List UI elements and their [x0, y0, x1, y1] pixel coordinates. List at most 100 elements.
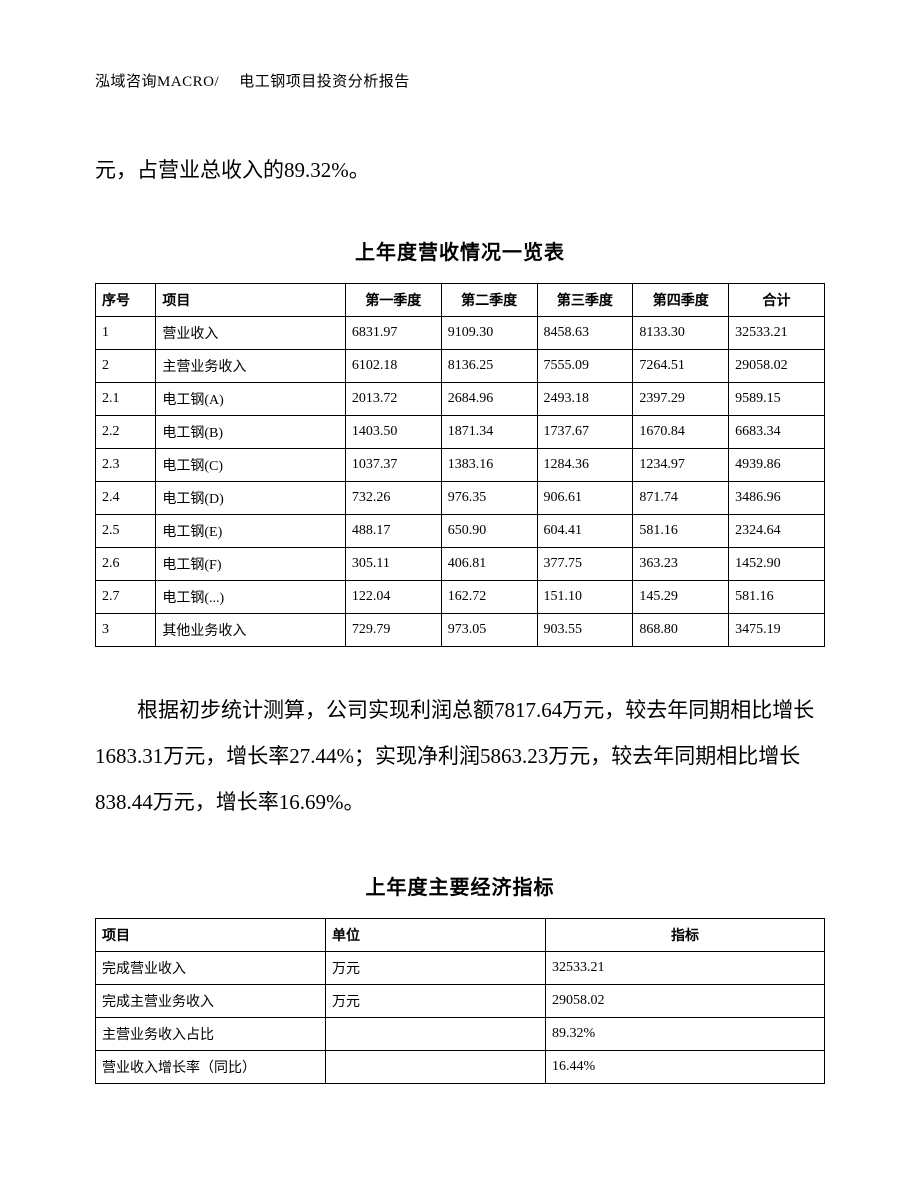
table-row: 2.4电工钢(D)732.26976.35906.61871.743486.96	[96, 482, 825, 515]
page-header: 泓域咨询MACRO/电工钢项目投资分析报告	[95, 70, 825, 91]
table-cell: 871.74	[633, 482, 729, 515]
table-cell: 903.55	[537, 614, 633, 647]
table-cell: 2.6	[96, 548, 156, 581]
table-cell: 营业收入增长率（同比）	[96, 1050, 326, 1083]
table-cell: 604.41	[537, 515, 633, 548]
col-q3: 第三季度	[537, 284, 633, 317]
col-q2: 第二季度	[441, 284, 537, 317]
table-cell: 305.11	[345, 548, 441, 581]
col-total: 合计	[729, 284, 825, 317]
table-cell: 650.90	[441, 515, 537, 548]
table-row: 3其他业务收入729.79973.05903.55868.803475.19	[96, 614, 825, 647]
revenue-table: 序号 项目 第一季度 第二季度 第三季度 第四季度 合计 1营业收入6831.9…	[95, 283, 825, 647]
col-project: 项目	[96, 918, 326, 951]
table-cell: 8458.63	[537, 317, 633, 350]
table2-header-row: 项目 单位 指标	[96, 918, 825, 951]
indicators-table: 项目 单位 指标 完成营业收入万元32533.21完成主营业务收入万元29058…	[95, 918, 825, 1084]
table-row: 2主营业务收入6102.188136.257555.097264.5129058…	[96, 350, 825, 383]
table-row: 2.6电工钢(F)305.11406.81377.75363.231452.90	[96, 548, 825, 581]
table-cell: 122.04	[345, 581, 441, 614]
table-cell: 主营业务收入占比	[96, 1017, 326, 1050]
table-cell: 32533.21	[729, 317, 825, 350]
table-cell: 营业收入	[156, 317, 346, 350]
table-row: 1营业收入6831.979109.308458.638133.3032533.2…	[96, 317, 825, 350]
table-cell: 万元	[326, 984, 546, 1017]
table-cell: 1670.84	[633, 416, 729, 449]
table-cell: 1234.97	[633, 449, 729, 482]
table-cell: 729.79	[345, 614, 441, 647]
table-cell: 162.72	[441, 581, 537, 614]
table-row: 营业收入增长率（同比） 16.44%	[96, 1050, 825, 1083]
table-cell: 732.26	[345, 482, 441, 515]
table-cell	[326, 1017, 546, 1050]
table-cell: 电工钢(D)	[156, 482, 346, 515]
table-cell: 973.05	[441, 614, 537, 647]
table-cell: 2.4	[96, 482, 156, 515]
table-cell: 29058.02	[729, 350, 825, 383]
table-cell: 电工钢(B)	[156, 416, 346, 449]
table-cell: 581.16	[729, 581, 825, 614]
table-cell: 2.7	[96, 581, 156, 614]
table-cell: 2	[96, 350, 156, 383]
table-cell: 2.2	[96, 416, 156, 449]
table-cell: 2684.96	[441, 383, 537, 416]
col-indicator: 指标	[546, 918, 825, 951]
table-cell: 488.17	[345, 515, 441, 548]
table-cell: 电工钢(C)	[156, 449, 346, 482]
table-cell: 89.32%	[546, 1017, 825, 1050]
table-cell: 32533.21	[546, 951, 825, 984]
table-cell: 151.10	[537, 581, 633, 614]
table-cell: 7555.09	[537, 350, 633, 383]
col-item: 项目	[156, 284, 346, 317]
table-cell: 1737.67	[537, 416, 633, 449]
table-cell: 2.3	[96, 449, 156, 482]
table-cell: 2.1	[96, 383, 156, 416]
table1-header-row: 序号 项目 第一季度 第二季度 第三季度 第四季度 合计	[96, 284, 825, 317]
col-seq: 序号	[96, 284, 156, 317]
table-cell: 完成营业收入	[96, 951, 326, 984]
table-cell: 8136.25	[441, 350, 537, 383]
table-cell	[326, 1050, 546, 1083]
table-cell: 电工钢(E)	[156, 515, 346, 548]
table-row: 2.5电工钢(E)488.17650.90604.41581.162324.64	[96, 515, 825, 548]
table-cell: 2493.18	[537, 383, 633, 416]
table-cell: 1037.37	[345, 449, 441, 482]
table-cell: 363.23	[633, 548, 729, 581]
table-row: 2.2电工钢(B)1403.501871.341737.671670.84668…	[96, 416, 825, 449]
table-cell: 2.5	[96, 515, 156, 548]
table-cell: 3	[96, 614, 156, 647]
table-cell: 1284.36	[537, 449, 633, 482]
table-cell: 主营业务收入	[156, 350, 346, 383]
table-cell: 145.29	[633, 581, 729, 614]
table-cell: 其他业务收入	[156, 614, 346, 647]
table-cell: 2013.72	[345, 383, 441, 416]
table-cell: 3475.19	[729, 614, 825, 647]
table-cell: 2324.64	[729, 515, 825, 548]
table-cell: 电工钢(F)	[156, 548, 346, 581]
table-row: 2.7电工钢(...)122.04162.72151.10145.29581.1…	[96, 581, 825, 614]
table-cell: 3486.96	[729, 482, 825, 515]
body-paragraph: 根据初步统计测算，公司实现利润总额7817.64万元，较去年同期相比增长1683…	[95, 687, 825, 826]
col-unit: 单位	[326, 918, 546, 951]
table-cell: 16.44%	[546, 1050, 825, 1083]
table-cell: 万元	[326, 951, 546, 984]
table-cell: 6102.18	[345, 350, 441, 383]
col-q1: 第一季度	[345, 284, 441, 317]
header-company: 泓域咨询MACRO/	[95, 74, 219, 90]
table-cell: 7264.51	[633, 350, 729, 383]
table-cell: 581.16	[633, 515, 729, 548]
table-cell: 4939.86	[729, 449, 825, 482]
table-cell: 1871.34	[441, 416, 537, 449]
table-cell: 电工钢(A)	[156, 383, 346, 416]
table-cell: 2397.29	[633, 383, 729, 416]
table-cell: 868.80	[633, 614, 729, 647]
table-cell: 6683.34	[729, 416, 825, 449]
table-cell: 1403.50	[345, 416, 441, 449]
table-cell: 完成主营业务收入	[96, 984, 326, 1017]
table-row: 2.1电工钢(A)2013.722684.962493.182397.29958…	[96, 383, 825, 416]
table-cell: 1383.16	[441, 449, 537, 482]
table1-title: 上年度营收情况一览表	[95, 236, 825, 265]
table2-title: 上年度主要经济指标	[95, 871, 825, 900]
table-cell: 976.35	[441, 482, 537, 515]
table-cell: 电工钢(...)	[156, 581, 346, 614]
